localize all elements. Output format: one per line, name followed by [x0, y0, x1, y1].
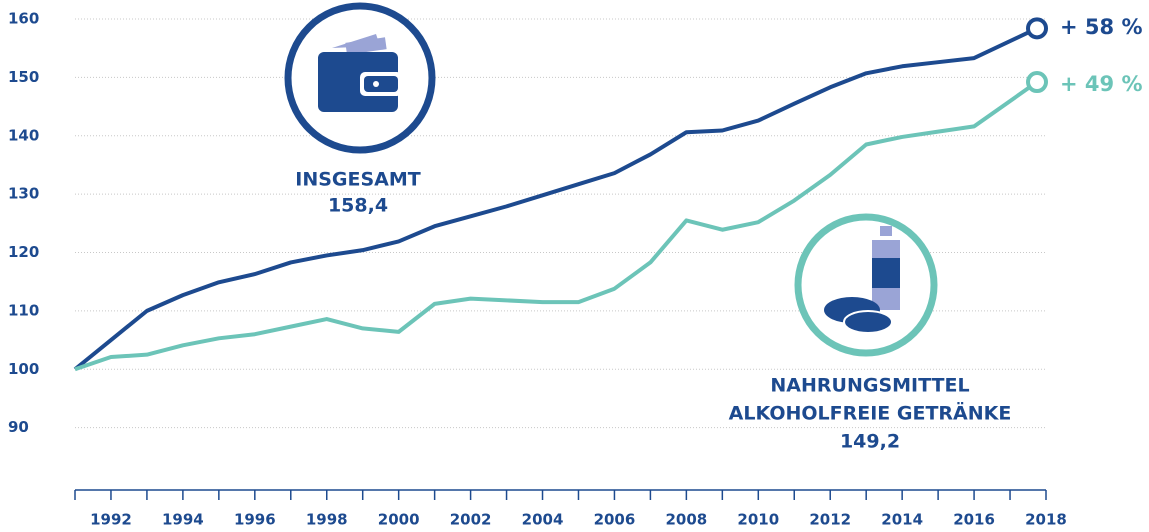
x-tick-label: 2008 [665, 511, 707, 529]
y-tick-label: 130 [8, 185, 39, 203]
x-tick-label: 2006 [594, 511, 636, 529]
x-tick-label: 1996 [234, 511, 276, 529]
series-line [74, 80, 1039, 372]
x-tick-label: 2002 [450, 511, 492, 529]
series-value: 149,2 [840, 431, 900, 453]
x-tick-label: 2014 [881, 511, 923, 529]
x-tick-label: 2000 [378, 511, 420, 529]
x-tick-label: 2004 [522, 511, 564, 529]
x-tick-label: 1998 [306, 511, 348, 529]
series-line [73, 26, 1038, 371]
y-tick-label: 90 [8, 418, 29, 436]
change-label: + 58 % [1060, 15, 1142, 39]
series-label: INSGESAMT [295, 169, 421, 191]
end-marker [1026, 17, 1049, 40]
y-tick-label: 150 [8, 68, 39, 86]
series-label: ALKOHOLFREIE GETRÄNKE [729, 401, 1012, 425]
x-tick-label: 2016 [953, 511, 995, 529]
x-tick-label: 1994 [162, 511, 204, 529]
end-marker [1026, 71, 1049, 94]
y-tick-label: 140 [8, 126, 39, 144]
series-label: NAHRUNGSMITTEL [770, 375, 969, 397]
y-tick-label: 100 [8, 360, 39, 378]
x-tick-label: 1992 [90, 511, 132, 529]
food-icon [794, 213, 938, 357]
x-tick-label: 2010 [737, 511, 779, 529]
y-tick-label: 120 [8, 243, 39, 261]
x-tick-label: 2018 [1025, 511, 1067, 529]
series-value: 158,4 [328, 195, 388, 217]
y-tick-label: 110 [8, 301, 39, 319]
wallet-icon [284, 2, 436, 154]
x-tick-label: 2012 [809, 511, 851, 529]
change-label: + 49 % [1060, 72, 1142, 96]
y-tick-label: 160 [8, 10, 39, 28]
